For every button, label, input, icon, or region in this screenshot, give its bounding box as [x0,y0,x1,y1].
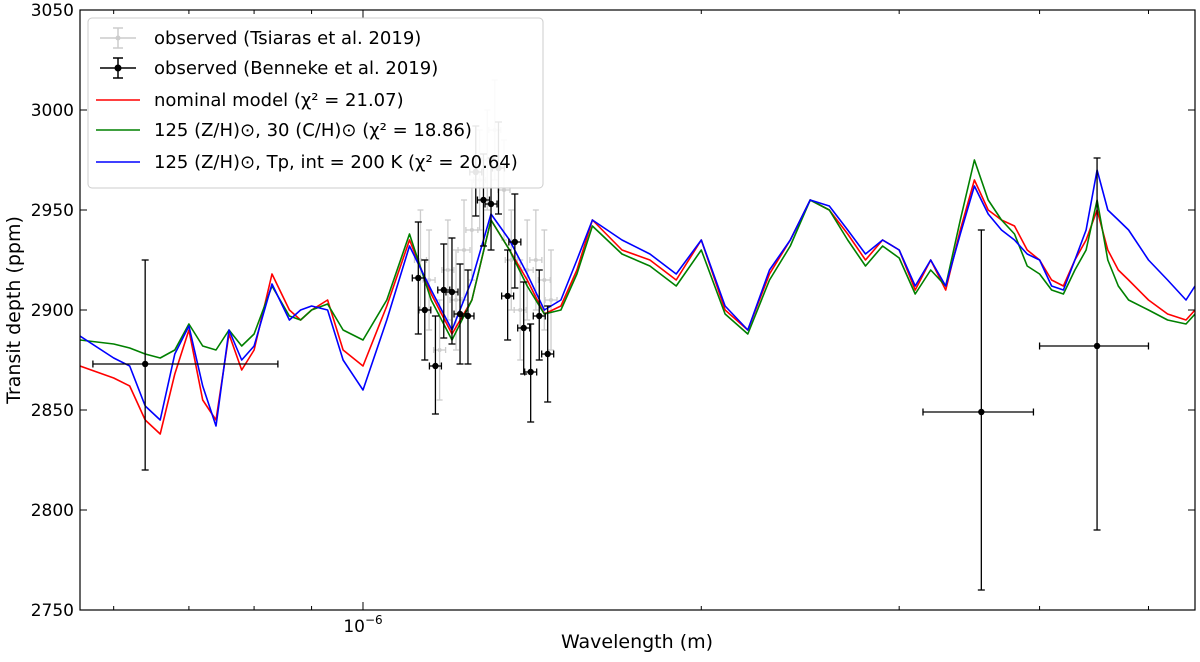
tsiaras-marker [427,278,432,282]
benneke-errorbars [92,121,1150,591]
y-axis-label: Transit depth (ppm) [3,216,25,405]
tsiaras-point [544,249,558,351]
tsiaras-marker [542,278,547,282]
benneke-marker [421,306,428,314]
legend-label-hotint: 125 (Z/H)⊙, Tp, int = 200 K (χ² = 20.64) [154,152,518,173]
y-tick-label: 2800 [31,501,74,521]
benneke-point [411,221,425,335]
benneke-point [428,315,443,415]
benneke-marker [536,312,543,320]
tsiaras-marker [469,228,474,232]
legend-label-benneke: observed (Benneke et al. 2019) [154,58,438,79]
legend: observed (Tsiaras et al. 2019) observed … [87,17,544,189]
benneke-marker [520,324,527,332]
legend-label-tsiaras: observed (Tsiaras et al. 2019) [154,28,421,49]
legend-entry-tsiaras: observed (Tsiaras et al. 2019) [100,27,421,49]
legend-marker-tsiaras [115,35,121,41]
tsiaras-marker [437,348,442,352]
legend-marker-benneke [114,64,122,72]
benneke-point [445,237,459,345]
series-line-nominal [80,179,1195,435]
tsiaras-point [422,229,436,331]
benneke-marker [978,408,985,416]
benneke-point [532,269,546,361]
tsiaras-marker [549,298,554,302]
model-lines [80,159,1195,435]
legend-entry-nominal: nominal model (χ² = 21.07) [96,90,404,111]
tsiaras-marker [445,268,450,272]
benneke-marker [141,360,149,368]
benneke-marker [432,362,439,370]
tsiaras-marker [509,258,514,262]
x-tick-label: 10−6 [343,613,382,637]
y-tick-label: 3050 [31,1,74,21]
y-tick-label: 2900 [31,301,74,321]
benneke-marker [504,292,511,300]
x-axis-label: Wavelength (m) [561,631,713,653]
tsiaras-marker [518,308,523,312]
tsiaras-point [513,259,527,361]
benneke-point [461,269,475,365]
tsiaras-marker [418,258,423,262]
legend-entry-benneke: observed (Benneke et al. 2019) [100,57,438,79]
tsiaras-marker [533,258,538,262]
benneke-point [517,281,531,375]
benneke-marker [511,238,519,246]
series-line-highC [80,159,1195,359]
benneke-point [541,305,555,403]
benneke-point [418,259,432,361]
benneke-marker [464,312,472,320]
benneke-point [508,193,522,289]
benneke-marker [1093,342,1101,350]
benneke-marker [544,350,551,358]
benneke-point [524,323,538,423]
benneke-marker [527,368,534,376]
benneke-point [922,229,1035,591]
y-tick-label: 3000 [31,101,74,121]
benneke-marker [487,200,495,208]
tsiaras-point [529,209,543,311]
benneke-point [500,249,515,341]
benneke-marker [448,288,456,296]
benneke-point [92,259,279,471]
tsiaras-marker [454,298,459,302]
y-tick-label: 2750 [31,601,74,621]
x-axis-ticks: 10−6 [113,10,1149,637]
benneke-marker [415,274,422,282]
legend-entry-hotint: 125 (Z/H)⊙, Tp, int = 200 K (χ² = 20.64) [96,152,518,173]
series-line-hotint [80,169,1195,427]
legend-box [87,17,544,189]
tsiaras-marker [462,248,467,252]
benneke-point [1038,157,1150,531]
y-tick-label: 2850 [31,401,74,421]
y-axis-ticks: 2750 2800 2850 2900 2950 3000 3050 [31,1,1195,621]
legend-label-highC: 125 (Z/H)⊙, 30 (C/H)⊙ (χ² = 18.86) [154,120,472,141]
tsiaras-marker [501,188,506,192]
tsiaras-point [520,219,534,321]
y-tick-label: 2950 [31,201,74,221]
legend-label-nominal: nominal model (χ² = 21.07) [154,90,404,111]
legend-entry-highC: 125 (Z/H)⊙, 30 (C/H)⊙ (χ² = 18.86) [96,120,472,141]
benneke-marker [480,196,487,204]
tsiaras-point [457,199,471,301]
tsiaras-errorbars [413,79,558,401]
